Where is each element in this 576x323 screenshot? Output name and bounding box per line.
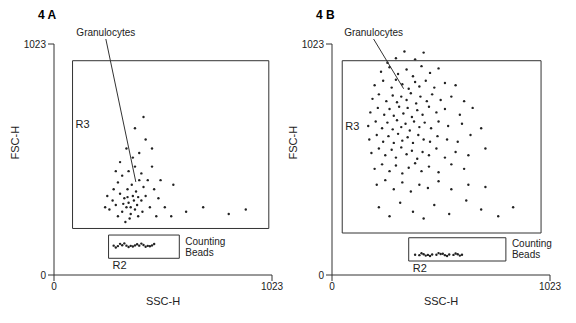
svg-text:0: 0 bbox=[329, 281, 335, 292]
svg-text:1023: 1023 bbox=[302, 39, 325, 50]
svg-text:CountingBeads: CountingBeads bbox=[512, 238, 552, 260]
svg-text:0: 0 bbox=[51, 281, 57, 292]
svg-text:FSC-H: FSC-H bbox=[287, 126, 299, 160]
svg-text:R2: R2 bbox=[413, 262, 427, 274]
html-text:4 B: 4 B bbox=[316, 8, 335, 22]
svg-text:CountingBeads: CountingBeads bbox=[185, 236, 225, 258]
svg-text:FSC-H: FSC-H bbox=[9, 126, 21, 160]
svg-text:0: 0 bbox=[40, 270, 46, 281]
svg-text:R3: R3 bbox=[345, 120, 359, 132]
svg-text:SSC-H: SSC-H bbox=[424, 295, 458, 307]
svg-text:SSC-H: SSC-H bbox=[146, 295, 180, 307]
svg-text:1023: 1023 bbox=[539, 281, 562, 292]
svg-text:R2: R2 bbox=[113, 259, 127, 271]
svg-text:R3: R3 bbox=[76, 118, 90, 130]
svg-text:1023: 1023 bbox=[24, 39, 47, 50]
svg-text:Granulocytes: Granulocytes bbox=[76, 27, 135, 38]
svg-text:1023: 1023 bbox=[261, 281, 284, 292]
html-text:4 A: 4 A bbox=[38, 8, 57, 22]
svg-text:0: 0 bbox=[318, 270, 324, 281]
svg-text:Granulocytes: Granulocytes bbox=[344, 27, 403, 38]
